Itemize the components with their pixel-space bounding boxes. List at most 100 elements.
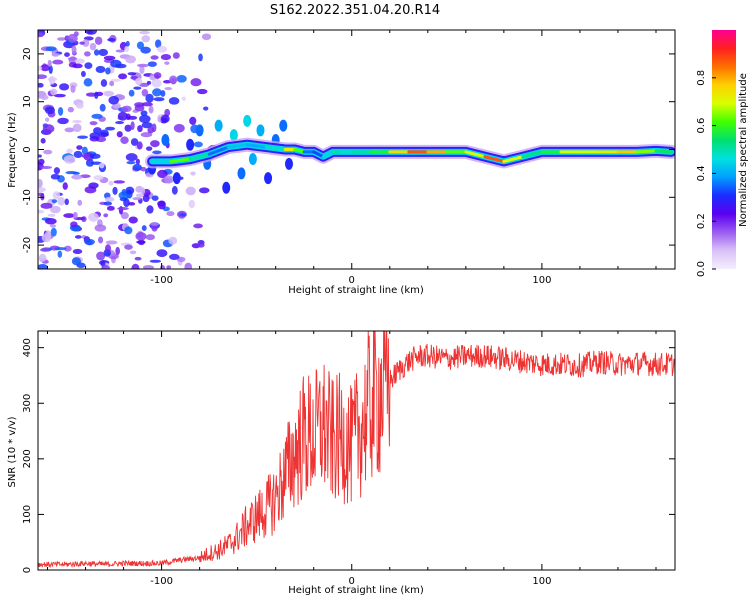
spectrogram-noise-blob — [134, 102, 145, 108]
spectrogram-y-tick-label: 0 — [22, 146, 33, 152]
spectrogram-blob — [243, 114, 252, 127]
spectrogram-blob — [279, 119, 288, 132]
spectrogram-noise-blob — [45, 46, 57, 52]
spectrogram-noise-blob — [108, 95, 120, 105]
spectrogram-blob — [264, 172, 273, 185]
spectrogram-noise-blob — [139, 30, 150, 35]
spectrogram-noise-blob — [146, 80, 152, 85]
snr-series — [38, 331, 675, 569]
spectrogram-noise-blob — [147, 61, 157, 67]
spectrogram-noise-blob — [72, 63, 83, 69]
spectrogram-noise-blob — [138, 82, 150, 87]
spectrogram-noise-blob — [38, 209, 45, 214]
spectrogram-noise-blob — [112, 186, 118, 195]
spectrogram-noise-blob — [151, 78, 162, 88]
spectrogram-noise-blob — [203, 106, 209, 111]
spectrogram-trace-segment — [635, 149, 658, 154]
spectrogram-noise-blob — [137, 63, 149, 68]
spectrogram-noise-blob — [65, 170, 78, 175]
spectrogram-noise-blob — [134, 256, 142, 261]
spectrogram-noise-blob — [93, 127, 102, 134]
spectrogram-noise-blob — [57, 107, 64, 116]
spectrogram-noise-blob — [124, 244, 133, 250]
spectrogram-noise-blob — [127, 72, 137, 76]
spectrogram-noise-blob — [198, 187, 210, 194]
spectrogram-noise-blob — [164, 87, 173, 91]
spectrogram-trace-segment — [521, 150, 544, 159]
spectrogram-noise-blob — [181, 96, 186, 101]
spectrogram-noise-blob — [154, 39, 162, 49]
spectrogram-trace-segment — [169, 157, 192, 163]
spectrogram-noise-blob — [190, 171, 196, 176]
spectrogram-noise-blob — [125, 55, 136, 64]
spectrogram-noise-blob — [103, 55, 116, 61]
spectrogram-noise-blob — [137, 125, 143, 133]
spectrogram-x-axis-title: Height of straight line (km) — [288, 285, 424, 296]
snr-x-axis-title: Height of straight line (km) — [288, 585, 424, 596]
spectrogram-noise-blob — [121, 189, 127, 196]
spectrogram-y-tick-label: -20 — [22, 237, 33, 253]
spectrogram-noise-blob — [57, 250, 63, 258]
spectrogram-noise-blob — [141, 89, 149, 97]
colorbar-tick-label: 0.8 — [696, 70, 707, 86]
spectrogram-noise-blob — [63, 245, 72, 252]
spectrogram-noise-blob — [38, 82, 44, 88]
spectrogram-noise-blob — [147, 126, 155, 134]
spectrogram-noise-blob — [40, 247, 51, 252]
spectrogram-noise-blob — [73, 150, 83, 159]
spectrogram-noise-blob — [129, 250, 137, 255]
spectrogram-noise-blob — [152, 88, 162, 97]
spectrogram-noise-blob — [77, 135, 88, 139]
spectrogram-noise-blob — [190, 78, 202, 87]
spectrogram-noise-blob — [172, 52, 180, 59]
spectrogram-noise-blob — [179, 213, 187, 217]
snr-panel: -100 0 100 0 100 200 300 400 Height of straight… — [7, 330, 676, 596]
spectrogram-noise-blob — [105, 244, 111, 253]
spectrogram-noise-blob — [94, 224, 107, 232]
spectrogram-noise-blob — [80, 70, 86, 77]
spectrogram-noise-blob — [76, 102, 84, 109]
spectrogram-noise-blob — [98, 236, 104, 244]
spectrogram-noise-blob — [125, 153, 138, 162]
colorbar-tick-label: 0.4 — [696, 165, 707, 181]
spectrogram-noise-blob — [84, 51, 91, 57]
spectrogram-noise-blob — [64, 127, 75, 133]
spectrogram-noise-blob — [47, 213, 56, 217]
spectrogram-trace-segment — [483, 155, 506, 163]
snr-x-tick-label: 0 — [349, 576, 355, 587]
spectrogram-noise-blob — [105, 240, 118, 245]
spectrogram-noise-blob — [141, 121, 153, 129]
colorbar-bar — [712, 30, 736, 269]
colorbar-ticks: 0.0 0.2 0.4 0.6 0.8 — [696, 70, 716, 277]
spectrogram-noise-blob — [136, 141, 143, 150]
spectrogram-trace-segment — [188, 152, 211, 161]
spectrogram-noise-blob — [193, 141, 203, 148]
spectrogram-noise-blob — [108, 180, 114, 186]
spectrogram-noise-blob — [140, 187, 146, 195]
spectrogram-noise-blob — [96, 251, 106, 261]
spectrogram-noise-blob — [70, 221, 78, 228]
spectrogram-noise-blob — [67, 106, 74, 113]
spectrogram-trace-segment — [226, 143, 249, 149]
spectrogram-noise-blob — [71, 45, 77, 54]
spectrogram-noise-blob — [40, 202, 53, 209]
spectrogram-noise-blob — [72, 248, 83, 255]
spectrogram-noise-blob — [72, 123, 82, 133]
spectrogram-noise-blob — [156, 249, 168, 258]
spectrogram-blob — [256, 124, 265, 137]
spectrogram-noise-blob — [135, 77, 143, 86]
spectrogram-noise-blob — [141, 225, 147, 231]
spectrogram-noise-blob — [140, 132, 153, 138]
spectrogram-noise-blob — [139, 65, 145, 74]
spectrogram-noise-blob — [130, 138, 139, 146]
colorbar-tick-label: 0.2 — [696, 213, 707, 229]
spectrogram-noise-blob — [105, 67, 111, 75]
spectrogram-noise-blob — [51, 52, 60, 57]
colorbar-tick-label: 0.0 — [696, 261, 707, 277]
chart-title: S162.2022.351.04.20.R14 — [270, 3, 440, 18]
snr-axes: -100 0 100 0 100 200 300 400 — [22, 331, 675, 587]
spectrogram-noise-blob — [72, 119, 82, 123]
spectrogram-noise-blob — [88, 182, 99, 189]
spectrogram-noise-blob — [128, 89, 135, 97]
